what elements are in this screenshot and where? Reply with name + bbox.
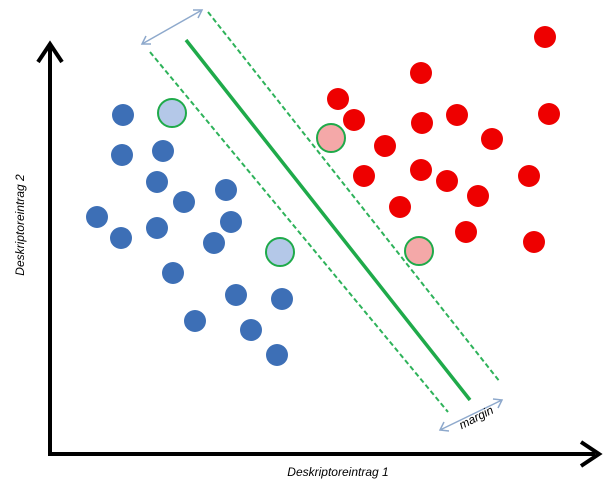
points-layer [86,26,560,366]
margin-arrow-bottom [439,399,503,431]
support-vector-class-b-1 [404,236,434,266]
data-point-class-b-10 [410,159,432,181]
margin-arrow-bottom-head-a [438,421,450,432]
data-point-class-b-6 [538,103,560,125]
data-point-class-a-16 [266,344,288,366]
data-point-class-b-4 [411,112,433,134]
support-vector-class-a-0 [157,98,187,128]
data-point-class-b-0 [534,26,556,48]
data-point-class-a-10 [220,211,242,233]
y-axis-label: Deskriptoreintrag 2 [13,174,27,276]
data-point-class-a-7 [110,227,132,249]
support-vector-class-a-1 [265,237,295,267]
data-point-class-a-5 [215,179,237,201]
data-point-class-a-6 [86,206,108,228]
data-point-class-a-3 [146,171,168,193]
margin-label: margin [457,403,496,432]
x-axis-arrowhead [579,440,603,468]
data-point-class-a-12 [225,284,247,306]
data-point-class-a-8 [146,217,168,239]
data-point-class-b-9 [353,165,375,187]
y-axis-arrowhead [36,40,64,64]
data-point-class-a-2 [152,140,174,162]
data-point-class-b-7 [374,135,396,157]
margin-arrow-top [141,9,203,45]
margin-arrows [140,9,504,432]
data-point-class-a-11 [162,262,184,284]
data-point-class-b-15 [455,221,477,243]
margin-arrow-top-head-b [193,9,204,19]
separating-hyperplane [184,38,472,402]
data-point-class-b-13 [389,196,411,218]
data-point-class-b-16 [523,231,545,253]
margin-boundaries [149,11,501,413]
margin-arrow-top-head-a [140,35,151,45]
margin-boundary-right [207,11,501,383]
data-point-class-b-1 [410,62,432,84]
data-point-class-b-3 [343,109,365,131]
data-point-class-a-4 [173,191,195,213]
margin-boundary-left [149,51,449,413]
data-point-class-b-14 [467,185,489,207]
data-point-class-a-13 [271,288,293,310]
data-point-class-b-2 [327,88,349,110]
data-point-class-a-9 [203,232,225,254]
data-point-class-b-11 [436,170,458,192]
axes [36,40,603,468]
data-point-class-b-5 [446,104,468,126]
data-point-class-a-14 [184,310,206,332]
data-point-class-b-8 [481,128,503,150]
data-point-class-b-12 [518,165,540,187]
data-point-class-a-0 [112,104,134,126]
data-point-class-a-15 [240,319,262,341]
margin-arrow-bottom-head-b [492,398,504,409]
x-axis-label: Deskriptoreintrag 1 [287,465,388,479]
support-vector-class-b-0 [316,123,346,153]
data-point-class-a-1 [111,144,133,166]
